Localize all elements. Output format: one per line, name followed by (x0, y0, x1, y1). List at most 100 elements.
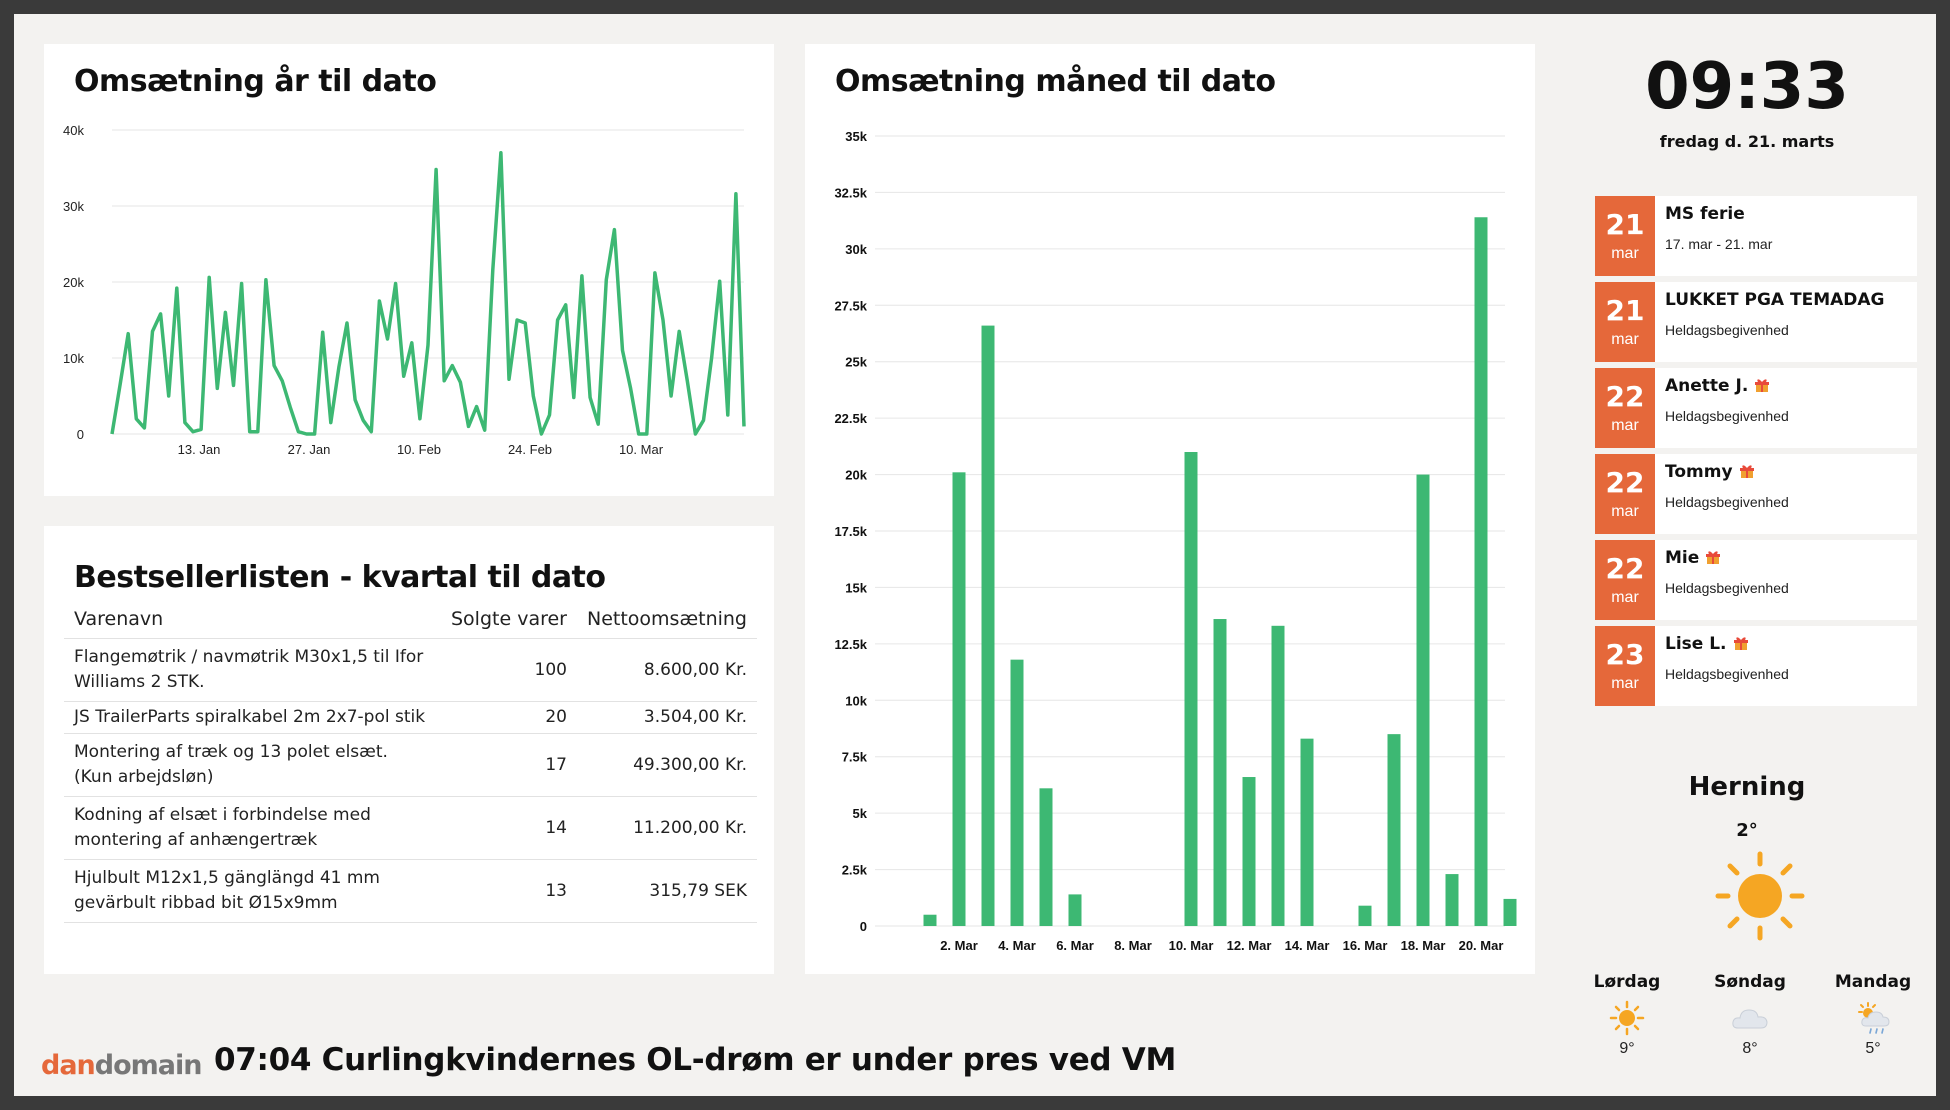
gift-icon (1733, 637, 1748, 650)
clock-time: 09:33 (1645, 50, 1849, 124)
forecast-day-name: Søndag (1714, 972, 1786, 992)
calendar-event: 22 mar Tommy Heldagsbegivenhed (1595, 454, 1917, 534)
table-row: JS TrailerParts spiralkabel 2m 2x7-pol s… (64, 701, 757, 734)
product-name: JS TrailerParts spiralkabel 2m 2x7-pol s… (64, 701, 441, 734)
event-month: mar (1611, 331, 1639, 348)
ytd-revenue-card: Omsætning år til dato 0 10k 20k 30k 40k 13. J… (44, 44, 774, 496)
event-day: 22 (1605, 466, 1645, 499)
calendar-event: 21 mar LUKKET PGA TEMADAG Heldagsbegiven… (1595, 282, 1917, 362)
bestseller-table: Varenavn Solgte varer Nettoomsætning Fla… (64, 604, 757, 923)
event-title: LUKKET PGA TEMADAG (1665, 290, 1885, 310)
event-date-badge: 22 mar (1595, 540, 1655, 620)
event-month: mar (1611, 675, 1639, 692)
table-row: Montering af træk og 13 polet elsæt. (Ku… (64, 733, 757, 797)
calendar-event: 23 mar Lise L. Heldagsbegivenhed (1595, 626, 1917, 706)
revenue-bar (1039, 788, 1053, 926)
net-revenue: 8.600,00 Kr. (577, 638, 757, 702)
y-tick-label: 2.5k (842, 863, 868, 878)
news-ticker: 07:04 Curlingkvindernes OL-drøm er under… (214, 1042, 1177, 1078)
gift-icon (1739, 465, 1754, 478)
forecast-day: Lørdag 9° (1567, 972, 1687, 1058)
weather-city: Herning (1688, 772, 1806, 802)
y-tick-label: 12.5k (834, 637, 867, 652)
revenue-bar (952, 472, 966, 926)
y-tick-label: 40k (63, 123, 84, 138)
forecast-temp: 5° (1865, 1040, 1881, 1057)
forecast-day-name: Mandag (1834, 972, 1912, 992)
table-row: Kodning af elsæt i forbindelse med monte… (64, 796, 757, 860)
forecast-day: Mandag 5° (1813, 972, 1933, 1058)
revenue-bar (1300, 738, 1314, 926)
event-day: 21 (1605, 294, 1645, 327)
sold-count: 100 (441, 638, 577, 702)
revenue-bar (1184, 452, 1198, 926)
sun-icon (1609, 1000, 1645, 1036)
event-subtitle: 17. mar - 21. mar (1665, 236, 1773, 252)
event-day: 23 (1605, 638, 1645, 671)
event-month: mar (1611, 245, 1639, 262)
x-tick-label: 10. Mar (619, 442, 664, 457)
x-tick-label: 13. Jan (178, 442, 221, 457)
event-subtitle: Heldagsbegivenhed (1665, 494, 1789, 510)
gift-icon (1706, 551, 1721, 564)
y-tick-label: 30k (63, 199, 84, 214)
table-row: Flangemøtrik / navmøtrik M30x1,5 til Ifo… (64, 638, 757, 702)
clock-date: fredag d. 21. marts (1659, 132, 1835, 151)
x-tick-label: 18. Mar (1401, 938, 1446, 953)
x-tick-label: 20. Mar (1459, 938, 1504, 953)
event-date-badge: 22 mar (1595, 454, 1655, 534)
y-tick-label: 7.5k (842, 750, 868, 765)
event-title: Anette J. (1665, 376, 1770, 396)
x-tick-label: 14. Mar (1285, 938, 1330, 953)
event-day: 22 (1605, 552, 1645, 585)
col-header-revenue: Nettoomsætning (577, 604, 757, 639)
y-tick-label: 27.5k (834, 298, 867, 313)
net-revenue: 49.300,00 Kr. (577, 733, 757, 797)
event-day: 22 (1605, 380, 1645, 413)
product-name: Kodning af elsæt i forbindelse med monte… (64, 796, 441, 860)
event-date-badge: 23 mar (1595, 626, 1655, 706)
sun-cloud-rain-icon (1858, 1002, 1890, 1034)
net-revenue: 3.504,00 Kr. (577, 701, 757, 734)
calendar-event: 21 mar MS ferie 17. mar - 21. mar (1595, 196, 1917, 276)
y-tick-label: 0 (860, 919, 867, 934)
mtd-chart-title: Omsætning måned til dato (835, 64, 1276, 99)
revenue-bar (1445, 874, 1459, 926)
y-tick-label: 25k (845, 355, 867, 370)
bestseller-card: Bestsellerlisten - kvartal til dato Vare… (44, 526, 774, 974)
table-row: Hjulbult M12x1,5 gänglängd 41 mm gevärbu… (64, 859, 757, 923)
net-revenue: 11.200,00 Kr. (577, 796, 757, 860)
event-title: Lise L. (1665, 634, 1749, 654)
x-tick-label: 16. Mar (1343, 938, 1388, 953)
event-subtitle: Heldagsbegivenhed (1665, 666, 1789, 682)
event-date-badge: 22 mar (1595, 368, 1655, 448)
y-tick-label: 22.5k (834, 411, 867, 426)
y-tick-label: 10k (845, 693, 867, 708)
forecast-temp: 8° (1742, 1040, 1758, 1057)
revenue-bar (1358, 905, 1372, 926)
y-tick-label: 20k (63, 275, 84, 290)
y-tick-label: 17.5k (834, 524, 867, 539)
sold-count: 14 (441, 796, 577, 860)
event-month: mar (1611, 503, 1639, 520)
gift-icon (1755, 379, 1770, 392)
y-tick-label: 10k (63, 351, 84, 366)
x-tick-label: 24. Feb (508, 442, 552, 457)
y-tick-label: 20k (845, 468, 867, 483)
event-title: Mie (1665, 548, 1721, 568)
event-month: mar (1611, 589, 1639, 606)
revenue-bar (1416, 474, 1430, 926)
mtd-revenue-card: Omsætning måned til dato 0 2.5k 5k 7.5k 10k 1… (805, 44, 1535, 974)
revenue-bar (1503, 898, 1517, 926)
forecast-day: Søndag 8° (1690, 972, 1810, 1058)
product-name: Flangemøtrik / navmøtrik M30x1,5 til Ifo… (64, 638, 441, 702)
event-date-badge: 21 mar (1595, 282, 1655, 362)
x-tick-label: 6. Mar (1056, 938, 1094, 953)
event-subtitle: Heldagsbegivenhed (1665, 322, 1789, 338)
revenue-bar (1242, 777, 1256, 926)
calendar-event: 22 mar Mie Heldagsbegivenhed (1595, 540, 1917, 620)
revenue-bar (1474, 217, 1488, 926)
event-date-badge: 21 mar (1595, 196, 1655, 276)
y-tick-label: 5k (853, 806, 868, 821)
x-tick-label: 27. Jan (288, 442, 331, 457)
